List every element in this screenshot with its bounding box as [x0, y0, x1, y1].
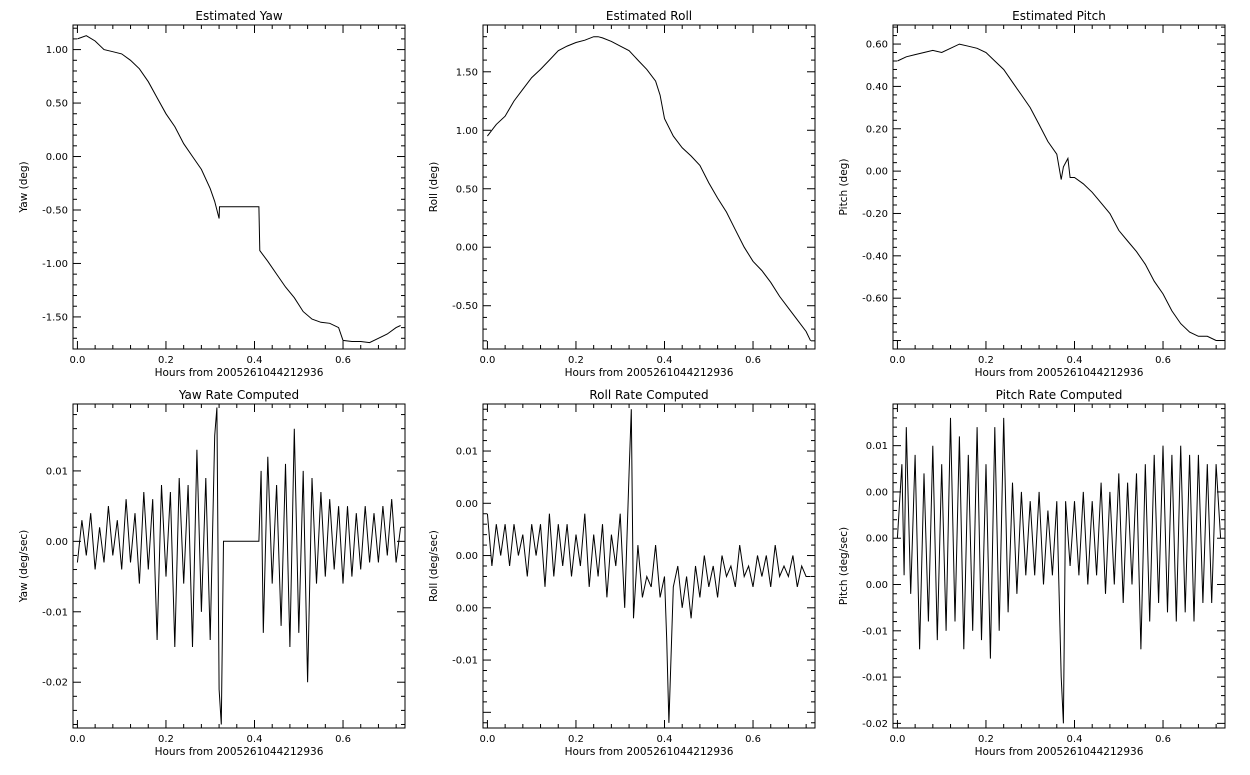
roll-rate-y-tick-label: 0.01	[456, 447, 478, 458]
roll-rate-series-line	[486, 409, 811, 723]
roll-rate-x-axis-label: Hours from 2005261044212936	[565, 746, 734, 758]
yaw-rate-y-tick-label: -0.01	[42, 607, 68, 618]
yaw-series-line	[77, 35, 401, 344]
pitch-x-tick-label: 0.2	[978, 355, 994, 366]
roll-rate-y-tick-label: 0.00	[456, 603, 478, 614]
pitch-rate-x-tick-label: 0.6	[1155, 734, 1171, 745]
roll-rate-title: Roll Rate Computed	[589, 388, 708, 402]
yaw-rate-series-line	[76, 407, 402, 725]
roll-x-axis-label: Hours from 2005261044212936	[565, 367, 734, 379]
yaw-y-tick-label: -1.00	[42, 259, 68, 270]
roll-y-axis-label: Roll (deg)	[428, 162, 440, 212]
roll-x-tick-label: 0.4	[657, 355, 673, 366]
pitch-rate-y-tick-label: -0.01	[862, 626, 888, 637]
pitch-y-axis-label: Pitch (deg)	[838, 159, 850, 216]
roll-rate-plot-frame	[482, 403, 816, 729]
chart-panels: Estimated Yaw Hours from 2005261044212936…	[18, 9, 1226, 758]
yaw-rate-plot-frame	[72, 403, 406, 729]
yaw-x-tick-label: 0.0	[69, 355, 85, 366]
roll-y-tick-label: 0.00	[456, 243, 478, 254]
pitch-y-tick-label: -0.60	[862, 294, 888, 305]
roll-rate-x-tick-label: 0.0	[479, 734, 495, 745]
pitch-rate-y-axis-label: Pitch (deg/sec)	[838, 527, 850, 605]
pitch-series-line	[897, 43, 1221, 341]
panel-roll-rate: Roll Rate Computed Hours from 20052610442…	[428, 388, 816, 758]
panel-yaw-rate: Yaw Rate Computed Hours from 200526104421…	[18, 388, 406, 758]
pitch-x-tick-label: 0.6	[1155, 355, 1171, 366]
panel-pitch-rate: Pitch Rate Computed Hours from 2005261044…	[838, 388, 1226, 758]
pitch-rate-x-tick-label: 0.0	[889, 734, 905, 745]
yaw-rate-x-tick-label: 0.6	[335, 734, 351, 745]
pitch-rate-title: Pitch Rate Computed	[996, 388, 1123, 402]
pitch-rate-y-tick-label: -0.02	[862, 719, 888, 730]
roll-rate-y-tick-label: 0.00	[456, 499, 478, 510]
roll-title: Estimated Roll	[606, 9, 692, 23]
roll-plot-frame	[482, 24, 816, 350]
yaw-rate-y-axis-label: Yaw (deg/sec)	[18, 530, 30, 604]
yaw-title: Estimated Yaw	[195, 9, 282, 23]
pitch-x-axis-label: Hours from 2005261044212936	[975, 367, 1144, 379]
pitch-y-tick-label: 0.00	[866, 167, 888, 178]
pitch-title: Estimated Pitch	[1012, 9, 1106, 23]
roll-rate-y-tick-label: 0.00	[456, 551, 478, 562]
pitch-y-tick-label: 0.20	[866, 124, 888, 135]
roll-y-tick-label: 1.50	[456, 67, 478, 78]
yaw-rate-x-tick-label: 0.0	[69, 734, 85, 745]
pitch-rate-y-tick-label: 0.00	[866, 580, 888, 591]
yaw-x-tick-label: 0.4	[247, 355, 263, 366]
yaw-rate-title: Yaw Rate Computed	[178, 388, 299, 402]
pitch-rate-y-tick-label: 0.00	[866, 487, 888, 498]
pitch-y-tick-label: -0.20	[862, 209, 888, 220]
pitch-plot-frame	[892, 24, 1226, 350]
roll-y-tick-label: 1.00	[456, 126, 478, 137]
pitch-rate-series-line	[896, 417, 1222, 724]
pitch-x-tick-label: 0.0	[889, 355, 905, 366]
roll-y-tick-label: 0.50	[456, 184, 478, 195]
yaw-rate-x-tick-label: 0.4	[247, 734, 263, 745]
roll-rate-x-tick-label: 0.2	[568, 734, 584, 745]
yaw-x-tick-label: 0.2	[158, 355, 174, 366]
roll-x-tick-label: 0.6	[745, 355, 761, 366]
pitch-rate-x-tick-label: 0.2	[978, 734, 994, 745]
yaw-rate-y-tick-label: 0.00	[46, 537, 68, 548]
pitch-rate-y-tick-label: -0.01	[862, 673, 888, 684]
yaw-plot-frame	[72, 24, 406, 350]
yaw-y-tick-label: 0.00	[46, 152, 68, 163]
roll-x-tick-label: 0.0	[479, 355, 495, 366]
roll-x-tick-label: 0.2	[568, 355, 584, 366]
pitch-rate-y-tick-label: 0.00	[866, 534, 888, 545]
pitch-rate-x-tick-label: 0.4	[1067, 734, 1083, 745]
roll-y-tick-label: -0.50	[452, 301, 478, 312]
yaw-x-tick-label: 0.6	[335, 355, 351, 366]
roll-rate-y-axis-label: Roll (deg/sec)	[428, 530, 440, 602]
yaw-y-tick-label: 1.00	[46, 45, 68, 56]
yaw-y-tick-label: 0.50	[46, 99, 68, 110]
pitch-y-tick-label: -0.40	[862, 251, 888, 262]
panel-yaw: Estimated Yaw Hours from 2005261044212936…	[18, 9, 406, 379]
roll-rate-x-tick-label: 0.4	[657, 734, 673, 745]
roll-series-line	[487, 36, 812, 342]
pitch-y-tick-label: 0.40	[866, 82, 888, 93]
pitch-y-tick-label: 0.60	[866, 40, 888, 51]
yaw-rate-x-tick-label: 0.2	[158, 734, 174, 745]
pitch-rate-y-tick-label: 0.01	[866, 441, 888, 452]
yaw-y-tick-label: -0.50	[42, 205, 68, 216]
yaw-rate-y-tick-label: -0.02	[42, 678, 68, 689]
roll-rate-x-tick-label: 0.6	[745, 734, 761, 745]
yaw-y-axis-label: Yaw (deg)	[18, 161, 30, 213]
panel-pitch: Estimated Pitch Hours from 20052610442129…	[838, 9, 1226, 379]
yaw-rate-x-axis-label: Hours from 2005261044212936	[155, 746, 324, 758]
yaw-y-tick-label: -1.50	[42, 312, 68, 323]
yaw-rate-y-tick-label: 0.01	[46, 466, 68, 477]
panel-roll: Estimated Roll Hours from 200526104421293…	[428, 9, 816, 379]
yaw-x-axis-label: Hours from 2005261044212936	[155, 367, 324, 379]
roll-rate-y-tick-label: -0.01	[452, 656, 478, 667]
pitch-rate-x-axis-label: Hours from 2005261044212936	[975, 746, 1144, 758]
pitch-x-tick-label: 0.4	[1067, 355, 1083, 366]
